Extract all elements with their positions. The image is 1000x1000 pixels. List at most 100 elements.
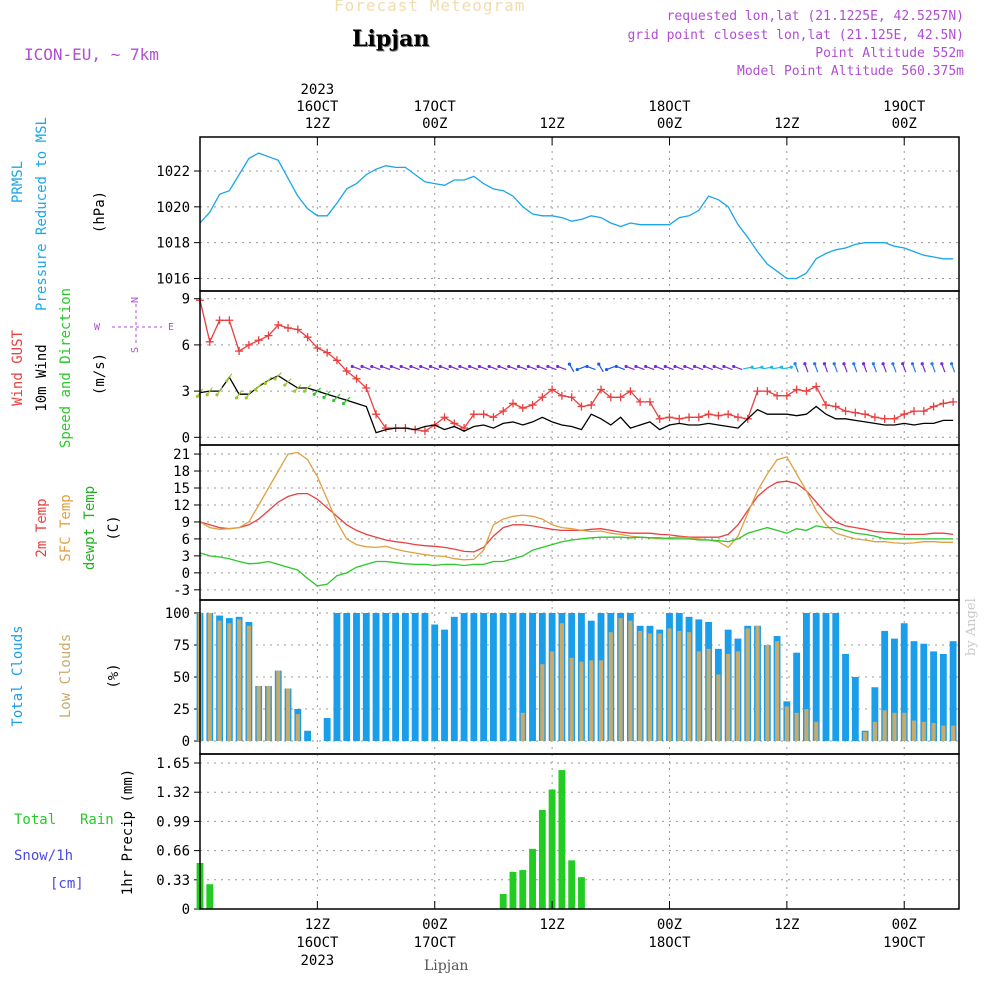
total-cloud-bar	[519, 613, 527, 741]
label-total-clouds: Total Clouds	[10, 625, 26, 726]
total-cloud-bar	[881, 630, 889, 741]
label-snow: Snow/1h	[14, 848, 73, 864]
wind-arrow-head	[536, 364, 540, 369]
wind-arrow-head	[273, 377, 277, 381]
series-10m-wind	[199, 374, 954, 434]
x-top-label: 12Z	[305, 116, 330, 132]
wind-arrow-head	[712, 364, 716, 369]
gust-marker	[606, 393, 615, 402]
gust-marker	[254, 336, 263, 345]
wind-arrow-head	[891, 362, 895, 366]
x-top-label: 2023	[301, 82, 335, 98]
wind-arrow-head	[722, 364, 726, 369]
total-cloud-bar	[802, 613, 810, 741]
total-cloud-bar	[421, 613, 429, 741]
low-cloud-bar	[755, 625, 760, 741]
gust-marker	[372, 410, 381, 419]
wind-arrow-head	[901, 362, 905, 366]
model-label: ICON-EU, ~ 7km	[24, 45, 159, 64]
total-cloud-bar	[460, 613, 468, 741]
station-title: Lipjan	[352, 26, 430, 52]
gust-marker	[626, 387, 635, 396]
point-altitude: Point Altitude 552m	[815, 46, 964, 61]
y-tick-label: 0	[182, 430, 190, 446]
rain-bar	[519, 870, 527, 909]
label-ms: (m/s)	[92, 353, 108, 395]
wind-arrow-head	[419, 364, 423, 369]
label-2m-temp: 2m Temp	[34, 498, 50, 557]
x-bottom-label: 18OCT	[648, 935, 691, 951]
wind-arrow-head	[861, 362, 866, 366]
gust-marker	[274, 320, 283, 329]
y-tick-label: 0.99	[156, 814, 190, 830]
wind-arrow-head	[575, 367, 579, 372]
total-cloud-bar	[401, 613, 409, 741]
x-bottom-label: 19OCT	[883, 935, 926, 951]
label-low-clouds: Low Clouds	[58, 634, 74, 718]
x-bottom-label: 00Z	[422, 917, 447, 933]
gust-marker	[910, 407, 919, 416]
x-top-label: 17OCT	[414, 99, 457, 115]
gust-marker	[518, 404, 527, 413]
gust-marker	[264, 331, 273, 340]
total-cloud-bar	[450, 616, 458, 741]
gust-marker	[675, 414, 684, 423]
gust-marker	[508, 399, 517, 408]
wind-arrow-head	[458, 364, 462, 369]
wind-arrow-head	[673, 364, 677, 369]
footer-station: Lipjan	[424, 958, 469, 974]
wind-arrow-head	[556, 364, 560, 369]
low-cloud-bar	[794, 712, 799, 741]
total-cloud-bar	[529, 613, 536, 741]
low-cloud-bar	[295, 714, 300, 741]
compass-s: S	[130, 347, 141, 353]
gust-marker	[782, 391, 791, 400]
wind-arrow-head	[597, 362, 601, 366]
y-tick-label: 1.32	[156, 785, 190, 801]
total-cloud-bar	[441, 629, 448, 741]
low-cloud-bar	[677, 630, 682, 741]
y-tick-label: 0	[182, 734, 190, 750]
wind-arrow-head	[949, 362, 954, 366]
gust-marker	[342, 367, 351, 376]
low-cloud-bar	[882, 710, 887, 741]
x-bottom-label: 17OCT	[414, 935, 457, 951]
low-cloud-bar	[863, 732, 868, 741]
low-cloud-bar	[765, 645, 770, 741]
model-altitude: Model Point Altitude 560.375m	[737, 64, 964, 79]
total-cloud-bar	[343, 613, 351, 741]
chart-header-title: Forecast Meteogram	[334, 0, 526, 15]
low-cloud-bar	[569, 657, 574, 741]
gust-marker	[323, 348, 332, 357]
wind-arrow-head	[881, 362, 885, 366]
x-top-label: 12Z	[539, 116, 564, 132]
gust-marker	[655, 414, 664, 423]
wind-arrow-head	[448, 364, 452, 369]
wind-arrow-head	[930, 362, 934, 366]
total-cloud-bar	[793, 652, 801, 741]
wind-arrow-head	[370, 364, 374, 369]
x-bottom-label: 2023	[301, 953, 335, 969]
gust-marker	[548, 385, 557, 394]
wind-arrow-head	[302, 389, 307, 393]
total-cloud-bar	[372, 613, 380, 741]
total-cloud-bar	[431, 624, 439, 741]
wind-arrow-head	[760, 365, 764, 369]
panel-clouds: 0 25 50 75 100	[165, 599, 960, 755]
gust-marker	[225, 316, 234, 325]
x-bottom-label: 00Z	[657, 917, 682, 933]
gust-marker	[499, 407, 508, 416]
gust-marker	[949, 397, 958, 406]
gust-marker	[919, 407, 928, 416]
wind-arrow-head	[940, 362, 944, 366]
gust-marker	[636, 397, 645, 406]
gust-marker	[812, 382, 821, 391]
gust-marker	[352, 374, 361, 383]
wind-arrow-head	[822, 362, 827, 366]
rain-bar	[578, 877, 585, 909]
y-tick-label: 1.65	[156, 756, 190, 772]
wind-arrow-head	[399, 364, 403, 369]
wind-arrow-head	[293, 389, 297, 393]
wind-arrow-head	[244, 396, 248, 400]
